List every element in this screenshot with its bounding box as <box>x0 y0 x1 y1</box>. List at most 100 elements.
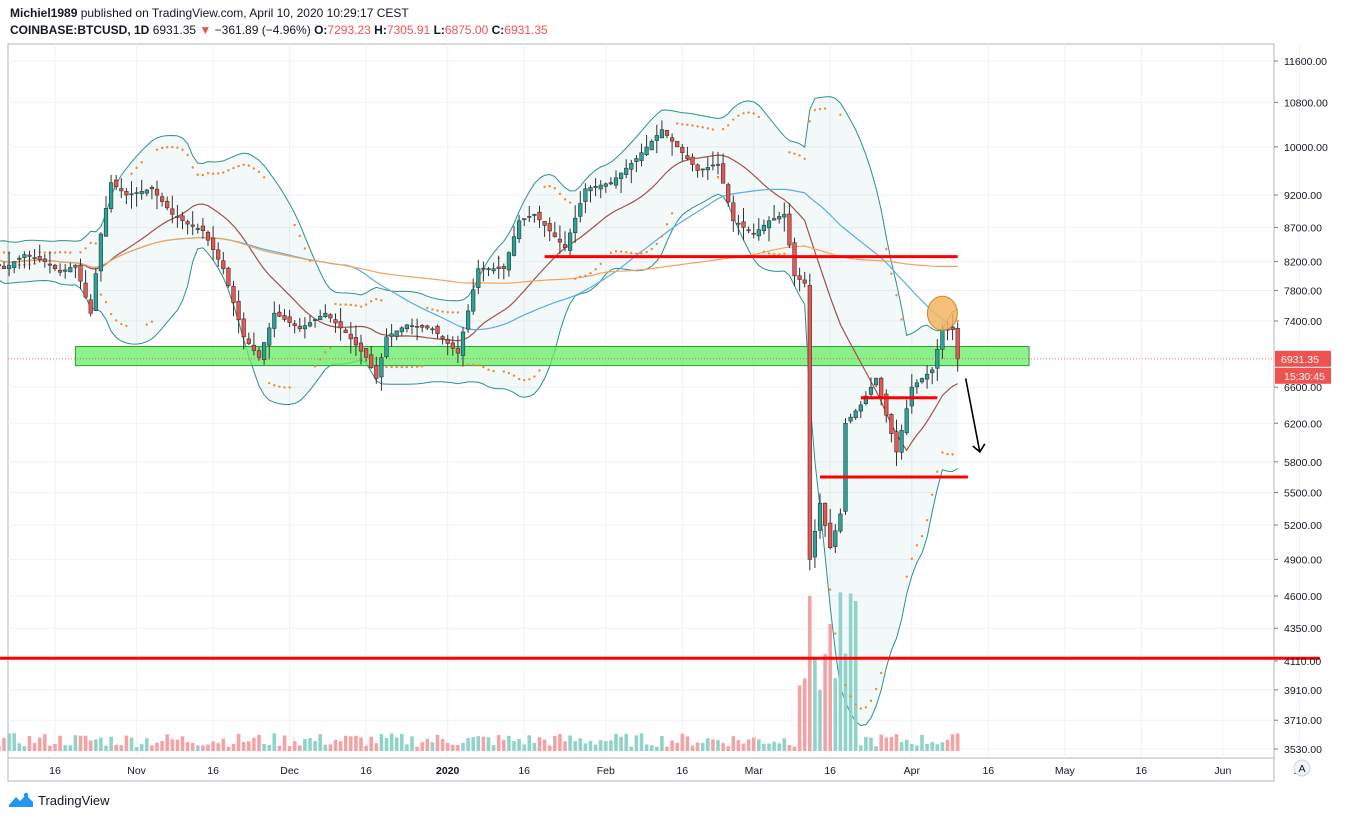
candle <box>425 325 430 329</box>
volume-bar <box>578 738 583 751</box>
candle <box>160 196 165 202</box>
sar-dot <box>349 303 352 307</box>
price-chart[interactable]: 11600.00 10800.00 10000.00 9200.00 8700.00 82… <box>0 0 1346 790</box>
candle <box>914 382 919 388</box>
sar-dot <box>53 251 57 254</box>
candle <box>705 167 710 171</box>
sar-dot <box>400 365 403 369</box>
candle <box>659 129 664 139</box>
sar-dot <box>502 370 505 373</box>
volume-bar <box>670 740 674 751</box>
volume-bar <box>32 743 37 751</box>
volume-bar <box>884 737 889 751</box>
time-tick-label: May <box>1055 765 1076 777</box>
candle <box>78 264 83 282</box>
volume-bar <box>915 745 919 751</box>
sar-dot <box>160 146 164 150</box>
volume-bar <box>869 737 873 751</box>
publisher-name[interactable]: Michiel1989 <box>10 6 78 20</box>
volume-bar <box>48 745 52 751</box>
volume-bar <box>445 742 450 751</box>
price-axis[interactable]: 11600.00 10800.00 10000.00 9200.00 8700.00 82… <box>1274 56 1331 756</box>
candle <box>675 140 680 148</box>
candle <box>312 319 318 321</box>
candle <box>134 192 139 194</box>
volume-bar <box>675 742 679 751</box>
sar-dot <box>849 695 852 698</box>
sar-dot <box>517 377 521 381</box>
footer: TradingView <box>8 792 110 808</box>
sar-dot <box>579 275 582 278</box>
volume-bar <box>751 737 756 751</box>
support-zone[interactable] <box>74 346 1030 367</box>
sar-dot <box>660 235 664 238</box>
price-tick-label: 5800.00 <box>1284 457 1322 469</box>
volume-bar <box>272 733 277 751</box>
candle <box>394 330 399 337</box>
time-tick-label: Apr <box>904 765 921 777</box>
volume-bar <box>848 593 853 751</box>
high-value: 7305.91 <box>386 23 431 37</box>
sar-dot <box>548 185 551 188</box>
sar-dot <box>344 303 347 306</box>
sar-dot <box>609 251 613 254</box>
candle <box>598 184 603 190</box>
auto-scale-button[interactable]: A <box>1293 759 1311 777</box>
down-arrow-icon[interactable] <box>964 378 981 453</box>
candle <box>950 326 955 330</box>
volume-bar <box>853 601 858 751</box>
candle <box>231 285 236 304</box>
time-tick-label: Feb <box>597 765 615 777</box>
sar-dot <box>370 300 373 303</box>
candle <box>695 164 700 171</box>
sar-dot <box>232 166 235 170</box>
candle <box>664 129 670 136</box>
sar-dot <box>436 309 439 312</box>
candle <box>318 316 323 321</box>
volume-bar <box>17 743 22 751</box>
candle <box>588 187 593 192</box>
candle <box>445 339 450 344</box>
time-tick-label: Jun <box>1214 765 1231 777</box>
sar-dot <box>298 234 301 238</box>
volume-bar <box>0 745 1 751</box>
candle <box>139 190 144 195</box>
tradingview-logo-icon <box>9 792 33 807</box>
sar-dot <box>63 251 67 254</box>
candle <box>17 257 22 260</box>
volume-bar <box>583 743 588 751</box>
sar-dot <box>171 146 174 149</box>
volume-bar <box>139 744 144 751</box>
sar-dot <box>711 128 715 131</box>
sar-dot <box>166 146 169 149</box>
volume-bar <box>211 741 215 751</box>
volume-bar <box>950 734 955 751</box>
sar-dot <box>94 242 98 245</box>
sar-dot <box>757 115 760 119</box>
candle <box>379 357 384 378</box>
highlight-ellipse[interactable] <box>926 295 958 331</box>
volume-bar <box>920 734 924 751</box>
time-axis[interactable]: 16 Nov 16 Dec 16 2020 16 Feb 16 Mar 16 Apr 16 May 16 Ju… <box>49 765 1305 777</box>
sar-dot <box>145 323 148 326</box>
sar-dot <box>482 365 485 369</box>
volume-bar <box>930 742 934 751</box>
volume-bar <box>287 746 292 751</box>
candle <box>374 365 379 379</box>
candle <box>557 238 562 243</box>
sar-dot <box>354 304 358 307</box>
sar-dot <box>492 369 495 373</box>
candle <box>185 221 190 225</box>
sar-dot <box>2 251 6 254</box>
volume-bar <box>165 734 169 751</box>
volume-bar <box>859 745 863 751</box>
sar-dot <box>589 271 592 275</box>
candle <box>420 325 425 328</box>
volume-bar <box>7 733 11 751</box>
volume-bar <box>37 737 42 751</box>
sar-dot <box>813 108 817 112</box>
brand-label[interactable]: TradingView <box>38 792 110 808</box>
candle <box>603 183 608 187</box>
sar-dot <box>451 311 454 314</box>
candle <box>323 312 328 317</box>
